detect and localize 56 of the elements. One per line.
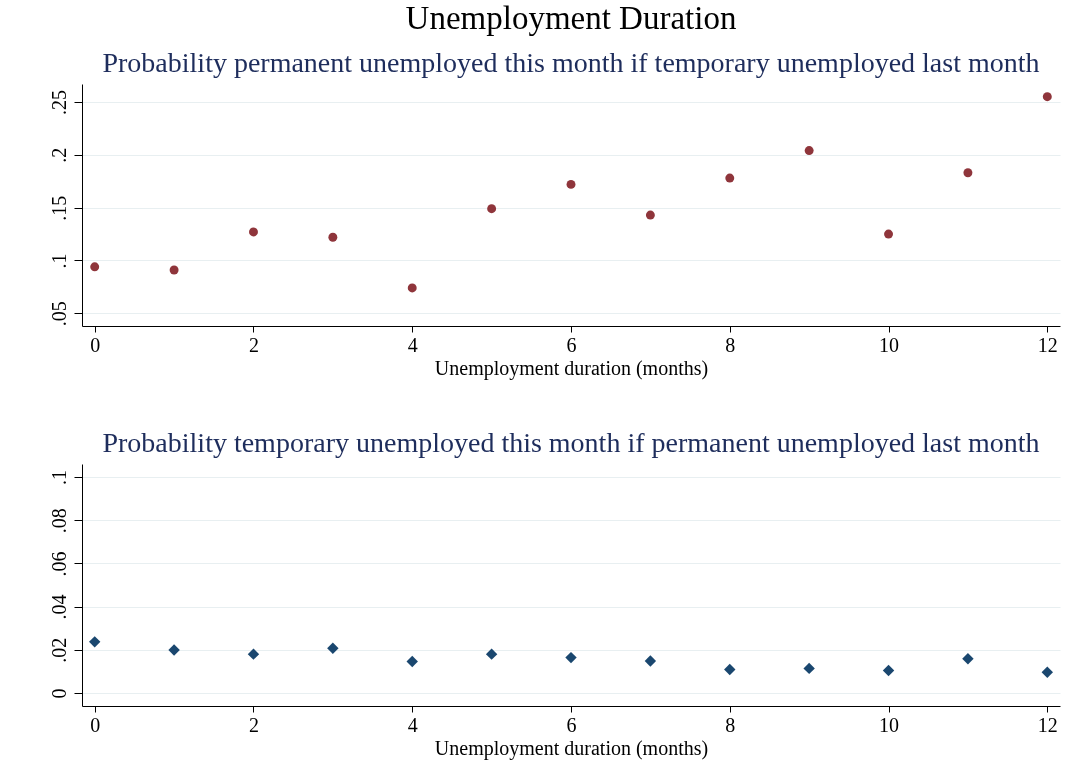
- point: [882, 664, 895, 677]
- point: [645, 210, 655, 220]
- point: [566, 179, 576, 189]
- x-axis-title: Unemployment duration (months): [434, 736, 709, 760]
- x-tick-label: 4: [407, 333, 418, 356]
- point: [962, 652, 974, 665]
- point: [803, 662, 815, 675]
- point: [884, 229, 893, 239]
- point: [565, 651, 577, 664]
- y-tick-label: .1: [47, 469, 70, 485]
- point: [168, 644, 180, 656]
- y-tick-label: .1: [47, 253, 70, 269]
- point: [249, 227, 258, 237]
- y-tick-label: .04: [47, 594, 70, 620]
- point: [1042, 92, 1052, 102]
- x-tick-label: 2: [248, 333, 259, 356]
- point: [644, 655, 657, 667]
- point: [169, 265, 179, 275]
- point: [485, 648, 498, 660]
- x-tick-label: 6: [566, 713, 577, 736]
- x-tick-label: 10: [879, 713, 900, 736]
- point: [406, 655, 418, 668]
- x-axis-title: Unemployment duration (months): [434, 356, 709, 380]
- y-tick-label: .15: [47, 195, 70, 221]
- x-tick-label: 10: [879, 333, 900, 356]
- y-tick-label: .25: [47, 89, 70, 115]
- point: [328, 232, 338, 242]
- point: [247, 648, 260, 660]
- point: [1041, 666, 1053, 678]
- x-tick-label: 4: [407, 713, 418, 736]
- point: [89, 636, 101, 648]
- point: [725, 173, 735, 183]
- x-tick-label: 8: [725, 333, 736, 356]
- x-tick-label: 2: [248, 713, 259, 736]
- chart-title: Probability permanent unemployed this month if temporary unemployed last month: [102, 47, 1040, 78]
- y-tick-label: 0: [47, 688, 70, 699]
- point: [724, 663, 736, 676]
- y-tick-label: .2: [47, 147, 70, 163]
- y-tick-label: .05: [47, 301, 70, 327]
- point: [90, 262, 100, 272]
- chart-title: Probability temporary unemployed this month if permanent unemployed last month: [102, 427, 1040, 458]
- point: [407, 283, 417, 293]
- text: Unemployment Duration: [404, 0, 738, 36]
- point: [327, 642, 339, 655]
- x-tick-label: 0: [90, 333, 101, 356]
- x-tick-label: 8: [725, 713, 736, 736]
- point: [487, 204, 497, 214]
- x-tick-label: 12: [1037, 333, 1058, 356]
- x-tick-label: 6: [566, 333, 577, 356]
- point: [963, 168, 973, 178]
- y-tick-label: .06: [47, 551, 70, 577]
- point: [804, 146, 814, 156]
- x-tick-label: 12: [1037, 713, 1058, 736]
- x-tick-label: 0: [90, 713, 101, 736]
- y-tick-label: .08: [47, 508, 70, 534]
- y-tick-label: .02: [47, 637, 70, 663]
